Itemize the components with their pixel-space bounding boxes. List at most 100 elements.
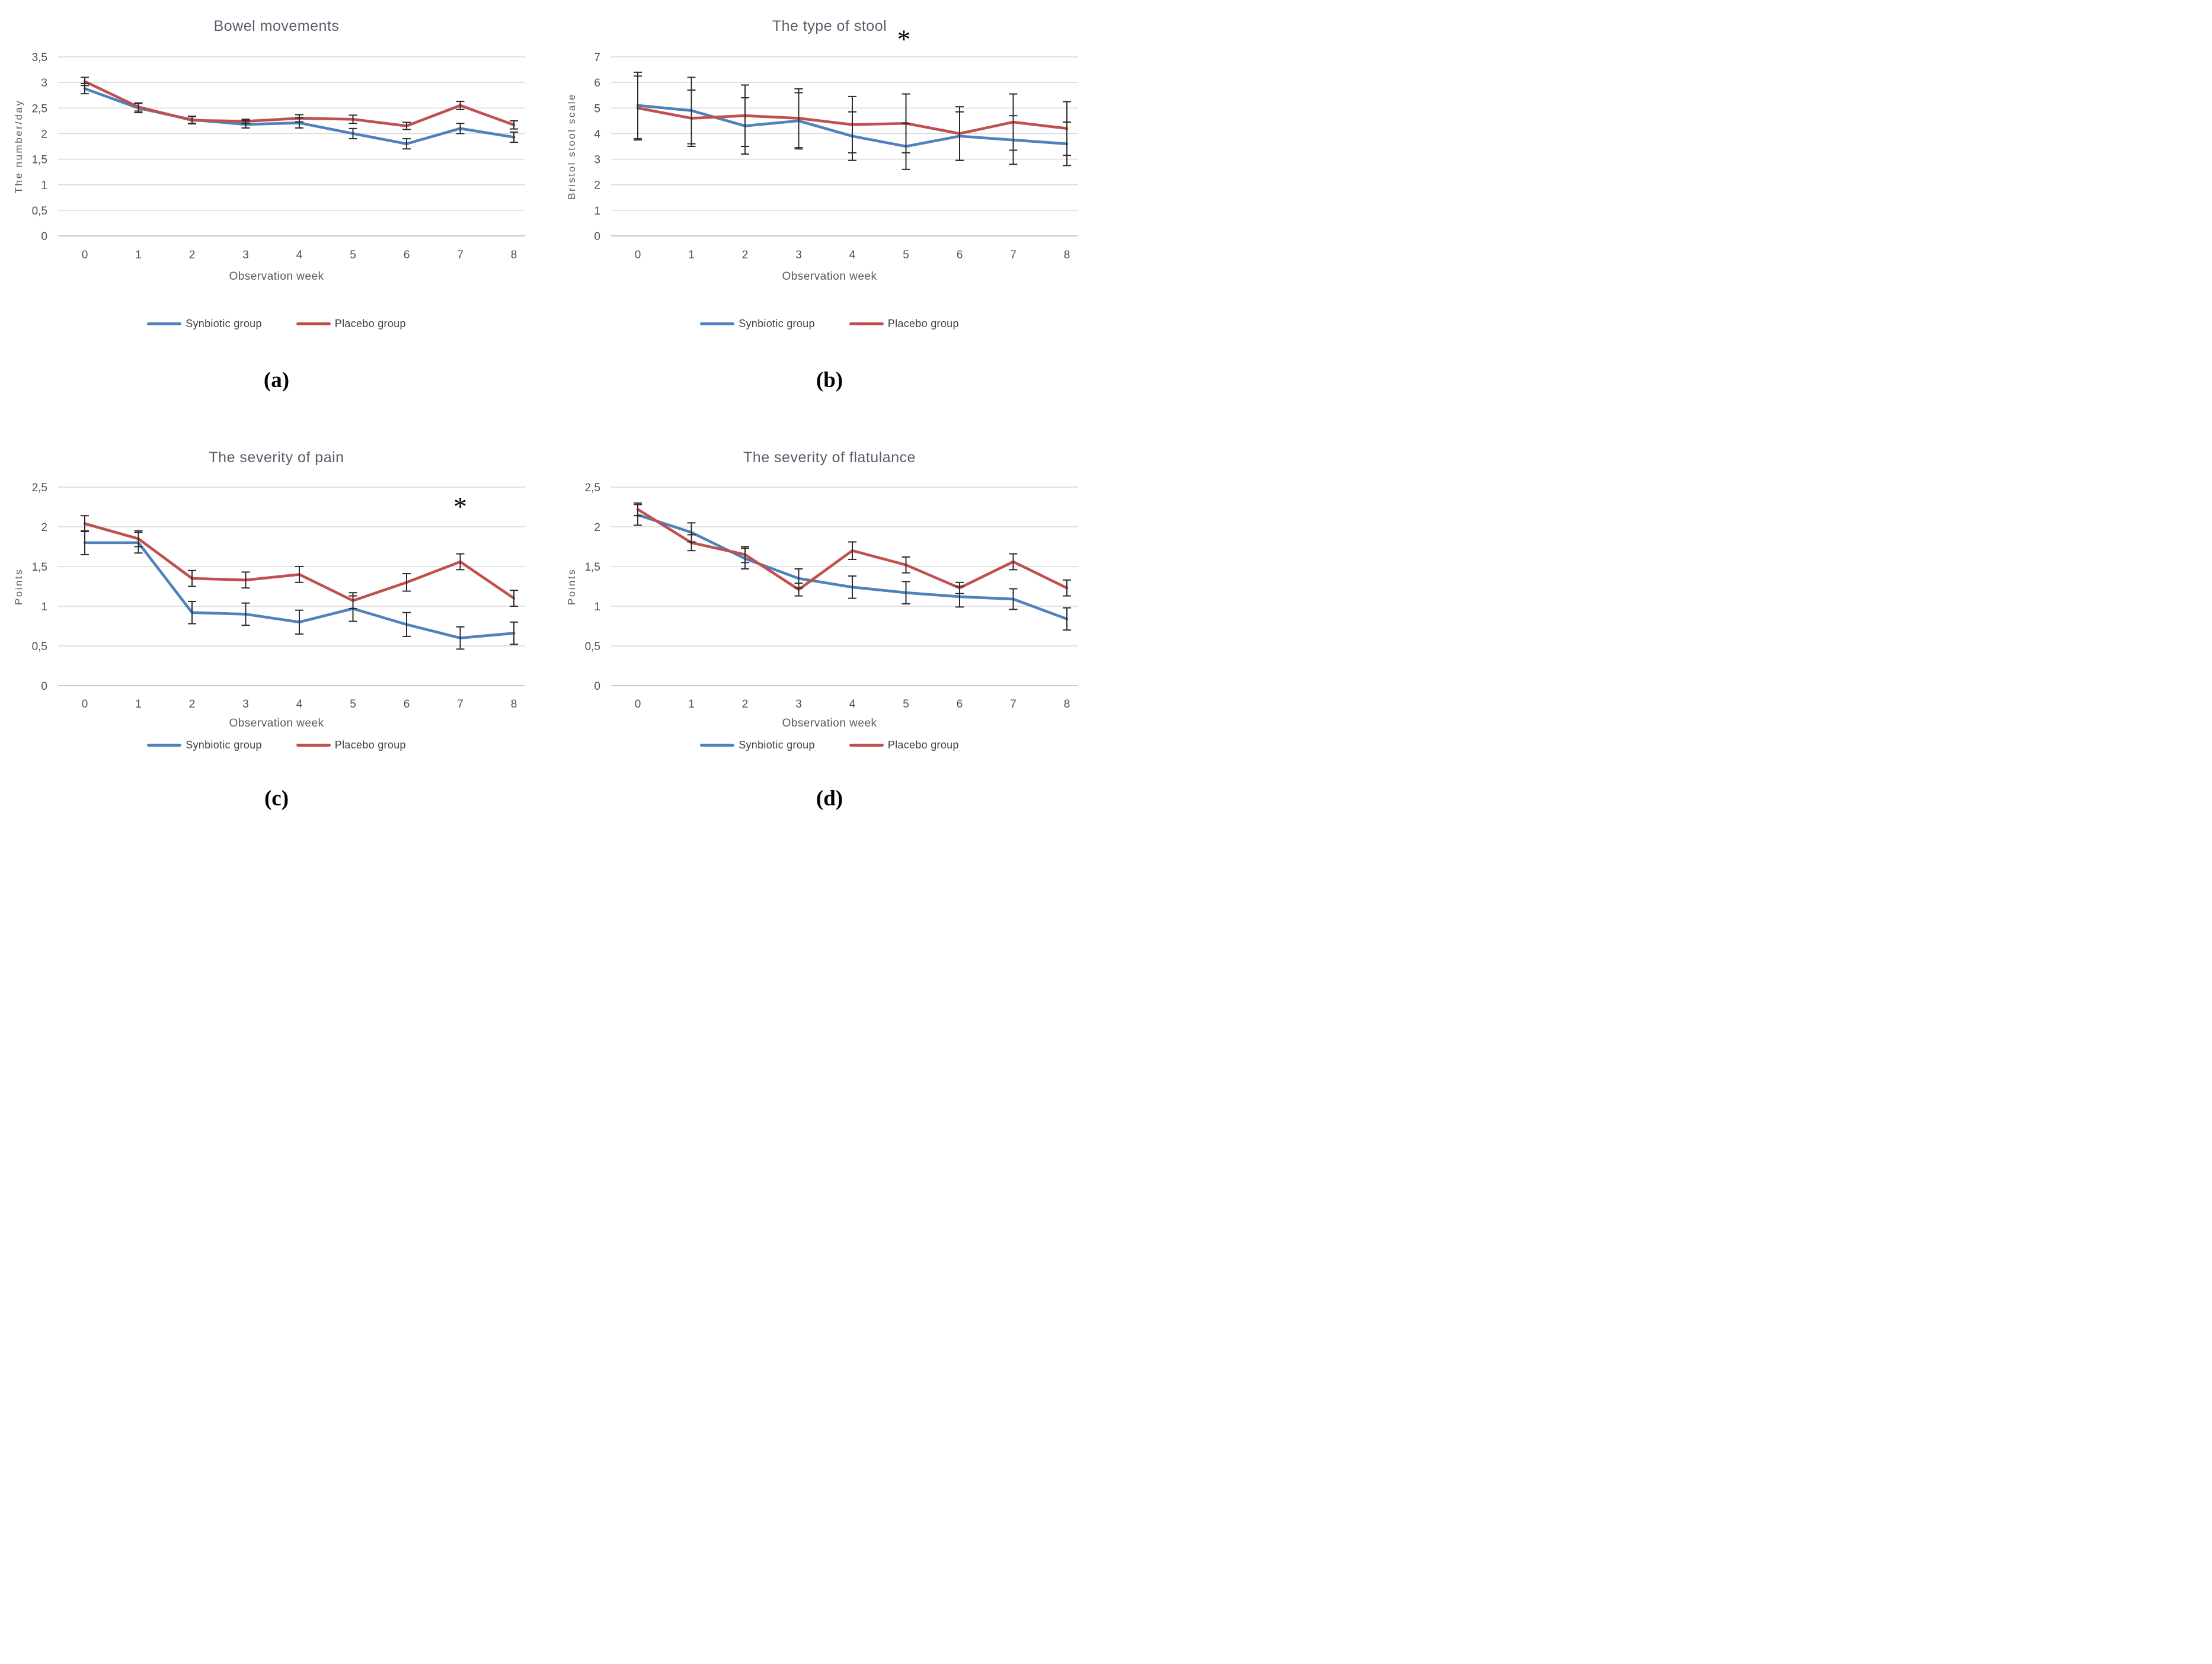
legend-c: Synbiotic group Placebo group [0, 739, 553, 751]
panel-b-type-of-stool: 0 1 2 3 4 5 6 7 0 1 2 3 4 5 6 7 8 * The type of stool Bri… [553, 0, 1106, 416]
panel-caption-d: (d) [816, 786, 843, 811]
legend-label-synbiotic: Synbiotic group [739, 739, 815, 751]
y-tick-label: 3 [41, 77, 47, 89]
panel-d-severity-of-flatulance: 0 0,5 1 1,5 2 2,5 0 1 2 3 4 5 6 7 8 The severity of fl… [553, 416, 1106, 832]
x-tick-label: 4 [849, 698, 856, 711]
y-tick-label: 4 [594, 128, 600, 140]
chart-title-a: Bowel movements [213, 18, 340, 34]
x-tick-label: 5 [903, 698, 909, 711]
x-tick-label: 4 [296, 249, 303, 261]
legend-entry-synbiotic: Synbiotic group [147, 318, 262, 330]
panel-c-severity-of-pain: 0 0,5 1 1,5 2 2,5 0 1 2 3 4 5 6 7 8 * The severity of p… [0, 416, 553, 832]
legend-label-placebo: Placebo group [887, 318, 959, 329]
x-axis-label-a: Observation week [229, 270, 324, 283]
legend-label-placebo: Placebo group [334, 739, 406, 751]
y-tick-label: 3,5 [32, 52, 47, 64]
placebo-line-swatch [296, 322, 331, 325]
x-tick-label: 0 [82, 698, 88, 711]
x-tick-label: 3 [242, 249, 249, 261]
x-tick-label: 1 [688, 249, 695, 261]
y-tick-label: 2 [594, 521, 600, 534]
significance-asterisk: * [453, 491, 467, 521]
panel-caption-c: (c) [264, 786, 289, 811]
y-tick-label: 2,5 [32, 482, 47, 494]
y-tick-label: 0,5 [32, 641, 47, 653]
legend-d: Synbiotic group Placebo group [553, 739, 1106, 751]
x-tick-label: 7 [457, 698, 464, 711]
y-tick-label: 0 [594, 680, 600, 693]
legend-entry-synbiotic: Synbiotic group [700, 739, 815, 751]
y-tick-label: 2,5 [32, 103, 47, 115]
y-tick-label: 2 [594, 180, 600, 192]
placebo-line-swatch [849, 744, 884, 747]
y-tick-label: 0 [594, 231, 600, 243]
x-tick-label: 8 [1064, 698, 1070, 711]
y-tick-label: 2,5 [585, 482, 600, 494]
legend-entry-placebo: Placebo group [296, 318, 406, 330]
plot-area-severity-of-flatulance: 0 0,5 1 1,5 2 2,5 0 1 2 3 4 5 6 7 8 [585, 482, 1078, 711]
legend-label-placebo: Placebo group [887, 739, 959, 751]
y-tick-label: 1 [594, 205, 600, 217]
legend-entry-placebo: Placebo group [849, 318, 959, 330]
x-tick-label: 2 [189, 249, 196, 261]
y-tick-label: 1,5 [32, 154, 47, 167]
x-tick-label: 4 [849, 249, 856, 261]
y-tick-label: 2 [41, 128, 47, 140]
legend-label-synbiotic: Synbiotic group [186, 739, 262, 751]
x-tick-label: 8 [511, 249, 517, 261]
y-tick-label: 0 [41, 231, 47, 243]
y-tick-label: 6 [594, 77, 600, 89]
placebo-line-swatch [296, 744, 331, 747]
y-tick-label: 2 [41, 521, 47, 534]
x-tick-label: 6 [404, 249, 410, 261]
legend-label-placebo: Placebo group [334, 318, 406, 329]
x-axis-label-d: Observation week [782, 717, 877, 729]
legend-entry-placebo: Placebo group [849, 739, 959, 751]
y-axis-label-c: Points [13, 568, 24, 606]
y-tick-label: 1 [41, 180, 47, 192]
plot-area-severity-of-pain: 0 0,5 1 1,5 2 2,5 0 1 2 3 4 5 6 7 8 * [32, 482, 525, 711]
chart-title-c: The severity of pain [209, 449, 344, 466]
x-tick-label: 6 [957, 698, 963, 711]
legend-entry-placebo: Placebo group [296, 739, 406, 751]
placebo-line-swatch [849, 322, 884, 325]
x-tick-label: 8 [1064, 249, 1070, 261]
x-tick-label: 5 [350, 249, 356, 261]
y-axis-label-b: Bristol stool scale [566, 93, 577, 200]
x-tick-label: 0 [635, 249, 641, 261]
x-tick-label: 1 [688, 698, 695, 711]
y-tick-label: 1 [594, 601, 600, 613]
x-tick-label: 2 [742, 249, 749, 261]
y-tick-label: 3 [594, 154, 600, 167]
x-tick-label: 7 [1010, 698, 1017, 711]
legend-b: Synbiotic group Placebo group [553, 318, 1106, 330]
x-axis-label-b: Observation week [782, 270, 877, 283]
plot-area-bowel-movements: 0 0,5 1 1,5 2 2,5 3 3,5 0 1 2 3 4 5 6 7 8 [32, 52, 525, 261]
synbiotic-line-swatch [700, 744, 735, 747]
x-tick-label: 0 [635, 698, 641, 711]
series-line-placebo [83, 522, 516, 602]
x-tick-label: 6 [957, 249, 963, 261]
chart-title-b: The type of stool [772, 18, 887, 34]
y-tick-label: 7 [594, 52, 600, 64]
y-tick-label: 1,5 [585, 561, 600, 574]
x-tick-label: 1 [135, 698, 142, 711]
y-tick-label: 0,5 [32, 205, 47, 217]
x-tick-label: 3 [242, 698, 249, 711]
panel-caption-b: (b) [816, 368, 843, 392]
figure-four-panel-charts: 0 0,5 1 1,5 2 2,5 3 3,5 0 1 2 3 4 5 6 7 8 Bowel movement… [0, 0, 1106, 832]
x-tick-label: 5 [350, 698, 356, 711]
synbiotic-line-swatch [700, 322, 735, 325]
x-tick-label: 3 [795, 249, 802, 261]
x-tick-label: 4 [296, 698, 303, 711]
y-axis-label-d: Points [566, 568, 577, 606]
panel-a-bowel-movements: 0 0,5 1 1,5 2 2,5 3 3,5 0 1 2 3 4 5 6 7 8 Bowel movement… [0, 0, 553, 416]
synbiotic-line-swatch [147, 744, 182, 747]
x-tick-label: 7 [1010, 249, 1017, 261]
synbiotic-line-swatch [147, 322, 182, 325]
y-tick-label: 0,5 [585, 641, 600, 653]
y-axis-label-a: The number/day [13, 99, 24, 194]
x-tick-label: 2 [742, 698, 749, 711]
panel-caption-a: (a) [263, 368, 290, 392]
y-tick-label: 1 [41, 601, 47, 613]
